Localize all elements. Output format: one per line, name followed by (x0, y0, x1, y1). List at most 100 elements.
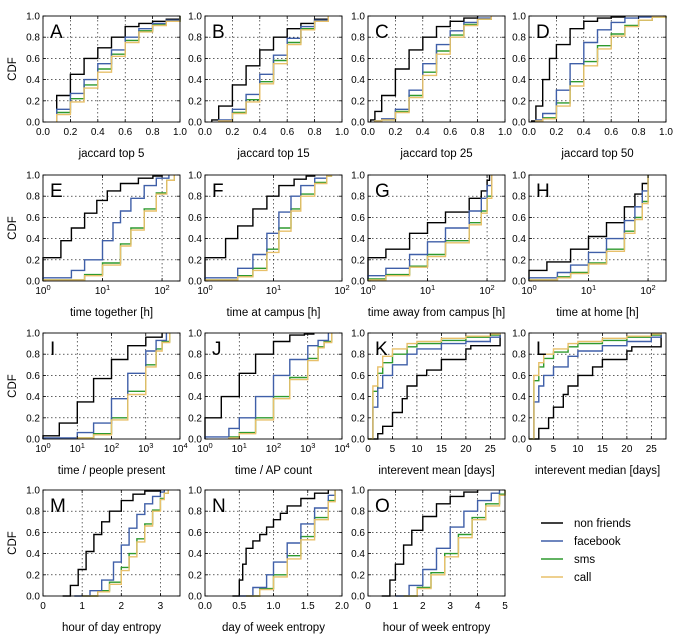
y-tick-label: 0.6 (351, 54, 365, 65)
y-tick-label: 0.2 (512, 255, 526, 266)
y-axis: 0.0 0.2 0.4 0.6 0.8 1.0 (26, 486, 180, 603)
legend-entry-sms: sms (541, 554, 595, 566)
x-tick-label: 0.0 (198, 127, 212, 138)
y-tick-label: 0.0 (188, 277, 202, 288)
x-tick-label: 10 (411, 444, 423, 455)
x-axis-label: time at home [h] (556, 307, 638, 319)
series-line-call (82, 490, 169, 597)
x-axis-label: interevent mean [days] (378, 465, 494, 477)
y-axis: 0.0 0.2 0.4 0.6 0.8 1.0 (188, 329, 342, 446)
y-tick-label: 1.0 (512, 12, 526, 23)
y-tick-label: 1.0 (188, 12, 202, 23)
y-tick-label: 0.4 (351, 549, 365, 560)
y-tick-label: 0.2 (26, 413, 40, 424)
series-line-non-friends (42, 333, 163, 439)
y-tick-label: 0.6 (351, 371, 365, 382)
y-axis: 0.0 0.2 0.4 0.6 0.8 1.0 (26, 171, 180, 288)
panel-letter: J (212, 339, 222, 360)
x-tick-label: 1 (393, 601, 399, 612)
y-tick-label: 0.0 (26, 118, 40, 129)
y-tick-label: 0.0 (188, 435, 202, 446)
x-tick-label: 0.4 (577, 127, 591, 138)
x-tick-label: 0.4 (253, 127, 267, 138)
x-tick-label: 2 (420, 601, 426, 612)
y-tick-label: 0.8 (188, 33, 202, 44)
y-tick-label: 0.2 (512, 413, 526, 424)
x-tick-label: 102 (104, 441, 119, 455)
series-line-facebook (74, 490, 165, 597)
x-tick-label: 0.2 (225, 127, 239, 138)
plot-frame (367, 174, 506, 282)
y-tick-label: 1.0 (512, 171, 526, 182)
series-line-facebook (42, 333, 168, 439)
series-line-facebook (56, 16, 181, 122)
legend: non friends facebook sms call (541, 518, 631, 584)
y-axis: 0.0 0.2 0.4 0.6 0.8 1.0 (351, 12, 505, 129)
y-tick-label: 0.0 (351, 118, 365, 129)
panel-letter: D (536, 22, 550, 43)
y-tick-label: 0.4 (26, 392, 40, 403)
y-axis-label: CDF (7, 216, 19, 240)
y-tick-label: 1.0 (351, 329, 365, 340)
y-tick-label: 0.2 (26, 570, 40, 581)
series-line-sms (204, 175, 333, 281)
x-tick-label: 100 (360, 283, 375, 297)
x-tick-label: 0.6 (118, 127, 132, 138)
x-axis: 0 1 2 3 (40, 490, 164, 612)
x-tick-label: 0.0 (198, 601, 212, 612)
x-tick-label: 1.0 (659, 127, 673, 138)
x-tick-label: 1.0 (498, 127, 512, 138)
x-tick-label: 102 (479, 283, 494, 297)
panel-letter: B (212, 22, 225, 43)
x-axis: 0.0 0.2 0.4 0.6 0.8 1.0 (36, 16, 187, 138)
series-line-non-friends (529, 333, 662, 440)
y-tick-label: 0.2 (26, 255, 40, 266)
y-tick-label: 1.0 (26, 329, 40, 340)
x-tick-label: 100 (521, 283, 536, 297)
panel-letter: G (375, 181, 390, 202)
gridlines (368, 333, 505, 439)
series-line-call (368, 333, 501, 440)
y-axis: 0.0 0.2 0.4 0.6 0.8 1.0 (188, 12, 342, 129)
legend-label: non friends (574, 518, 631, 530)
y-axis: 0.0 0.2 0.4 0.6 0.8 1.0 (351, 171, 505, 288)
series-line-non-friends (62, 490, 162, 597)
x-tick-label: 1.5 (301, 601, 315, 612)
y-tick-label: 1.0 (188, 486, 202, 497)
x-tick-label: 101 (95, 283, 110, 297)
x-tick-label: 100 (197, 283, 212, 297)
y-tick-label: 0.4 (512, 392, 526, 403)
y-tick-label: 0.0 (26, 592, 40, 603)
x-axis: 0.0 0.2 0.4 0.6 0.8 1.0 (361, 16, 512, 138)
series-line-non-friends (381, 490, 479, 597)
y-tick-label: 0.8 (188, 192, 202, 203)
x-tick-label: 100 (197, 441, 212, 455)
y-axis: 0.0 0.2 0.4 0.6 0.8 1.0 (26, 12, 180, 129)
x-axis: 100 101 102 103 104 (35, 333, 188, 455)
x-axis-label: time away from campus [h] (368, 307, 505, 319)
panel-letter: I (50, 339, 55, 360)
y-tick-label: 0.8 (26, 192, 40, 203)
y-tick-label: 0.4 (188, 549, 202, 560)
series-line-facebook (535, 16, 653, 122)
panel-k: 0 5 10 15 20 25 0.0 0.2 0.4 0.6 0.8 1.0 Kinterevent … (351, 329, 506, 477)
x-tick-label: 101 (420, 283, 435, 297)
series-line-non-friends (204, 333, 315, 439)
panel-letter: E (50, 181, 63, 202)
x-axis: 100 101 102 103 104 (197, 333, 350, 455)
y-tick-label: 1.0 (351, 486, 365, 497)
y-tick-label: 0.8 (351, 507, 365, 518)
y-tick-label: 0.8 (512, 192, 526, 203)
y-tick-label: 0.2 (188, 413, 202, 424)
x-axis-label: hour of week entropy (383, 622, 491, 634)
x-tick-label: 15 (436, 444, 448, 455)
legend-entry-non-friends: non friends (541, 518, 631, 530)
x-tick-label: 0.6 (280, 127, 294, 138)
y-tick-label: 1.0 (351, 12, 365, 23)
plot-frame (367, 489, 506, 597)
panel-d: 0.0 0.2 0.4 0.6 0.8 1.0 0.0 0.2 0.4 0.6 0.8 1.0 Djac… (512, 12, 673, 161)
